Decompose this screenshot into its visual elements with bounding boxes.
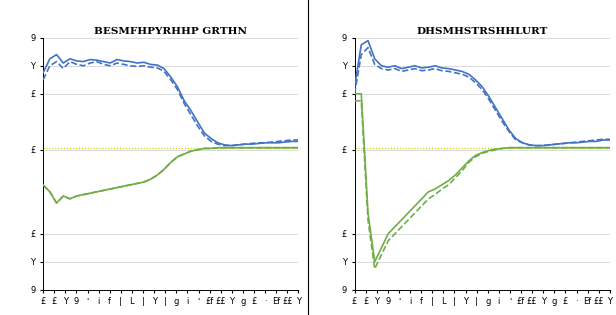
Title: DHSMHSTRSHHLURT: DHSMHSTRSHHLURT (416, 27, 548, 36)
Title: BESMFHPYRHHP GRTHN: BESMFHPYRHHP GRTHN (94, 27, 247, 36)
